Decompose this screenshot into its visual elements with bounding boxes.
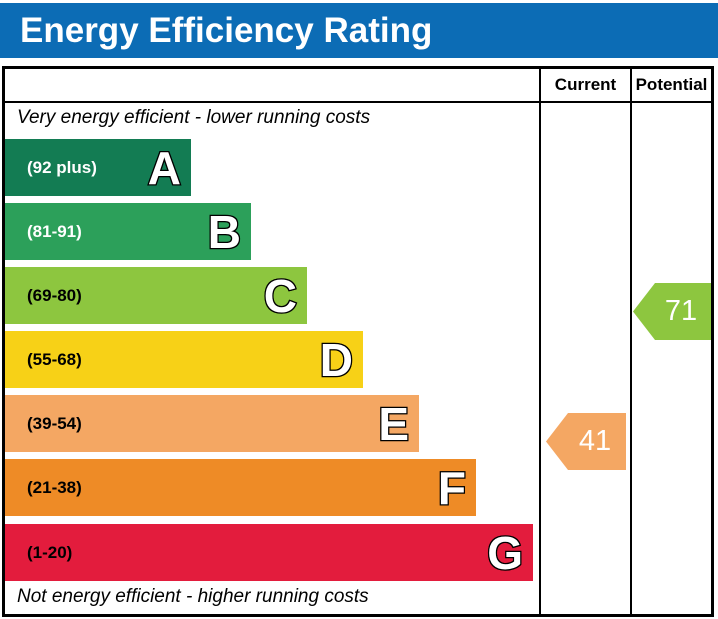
page-title: Energy Efficiency Rating xyxy=(20,10,433,50)
band-c: (69-80) C xyxy=(5,267,307,324)
current-rating-value: 41 xyxy=(578,425,612,457)
band-b-range-label: (81-91) xyxy=(27,221,82,241)
band-f: (21-38) F xyxy=(5,459,476,516)
band-b: (81-91) B xyxy=(5,203,251,260)
band-a-range-label: (92 plus) xyxy=(27,157,97,177)
band-e: (39-54) E xyxy=(5,395,419,452)
epc-rating-table: Current Potential Very energy efficient … xyxy=(2,66,714,617)
band-a: (92 plus) A xyxy=(5,139,191,196)
band-b-letter: B xyxy=(207,205,243,258)
title-bar: Energy Efficiency Rating xyxy=(0,3,718,58)
bottom-note: Not energy efficient - higher running co… xyxy=(17,586,369,607)
band-g: (1-20) G xyxy=(5,524,533,581)
potential-column-divider xyxy=(630,69,632,614)
band-d: (55-68) D xyxy=(5,331,363,388)
band-d-letter: D xyxy=(319,333,355,386)
potential-rating-marker: 71 xyxy=(633,283,711,340)
potential-rating-value: 71 xyxy=(664,295,698,327)
band-d-range-label: (55-68) xyxy=(27,349,82,369)
band-c-letter: C xyxy=(263,269,299,322)
current-column-header: Current xyxy=(554,75,617,94)
header-underline xyxy=(5,101,711,103)
band-g-letter: G xyxy=(486,526,524,579)
band-a-letter: A xyxy=(147,141,183,194)
band-g-range-label: (1-20) xyxy=(27,542,73,562)
current-column-divider xyxy=(539,69,541,614)
top-note: Very energy efficient - lower running co… xyxy=(17,107,371,128)
potential-column-header: Potential xyxy=(635,75,708,94)
band-e-letter: E xyxy=(377,397,410,450)
current-rating-marker: 41 xyxy=(546,413,626,470)
band-f-letter: F xyxy=(437,461,468,514)
band-f-range-label: (21-38) xyxy=(27,477,82,497)
band-c-range-label: (69-80) xyxy=(27,285,82,305)
band-e-range-label: (39-54) xyxy=(27,413,82,433)
